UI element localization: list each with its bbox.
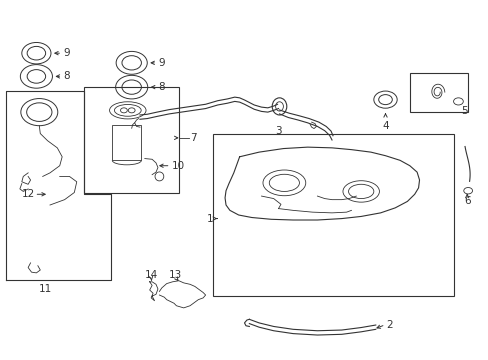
Bar <box>112 125 141 160</box>
Text: 5: 5 <box>461 106 467 116</box>
Bar <box>84 87 179 193</box>
Text: 6: 6 <box>463 197 469 206</box>
Text: 14: 14 <box>144 270 158 280</box>
Text: 8: 8 <box>63 71 70 81</box>
Text: 13: 13 <box>168 270 182 280</box>
Text: 4: 4 <box>382 121 388 131</box>
Bar <box>409 73 467 112</box>
Text: 12: 12 <box>22 189 35 199</box>
Text: 2: 2 <box>386 320 392 330</box>
Text: 9: 9 <box>63 48 70 58</box>
Text: 9: 9 <box>158 58 165 68</box>
Text: 8: 8 <box>158 82 165 92</box>
Text: 7: 7 <box>190 133 196 143</box>
Bar <box>212 134 453 296</box>
Text: 10: 10 <box>171 161 184 171</box>
Text: 1: 1 <box>206 213 213 224</box>
Text: 3: 3 <box>275 126 281 136</box>
Text: 11: 11 <box>39 284 52 294</box>
